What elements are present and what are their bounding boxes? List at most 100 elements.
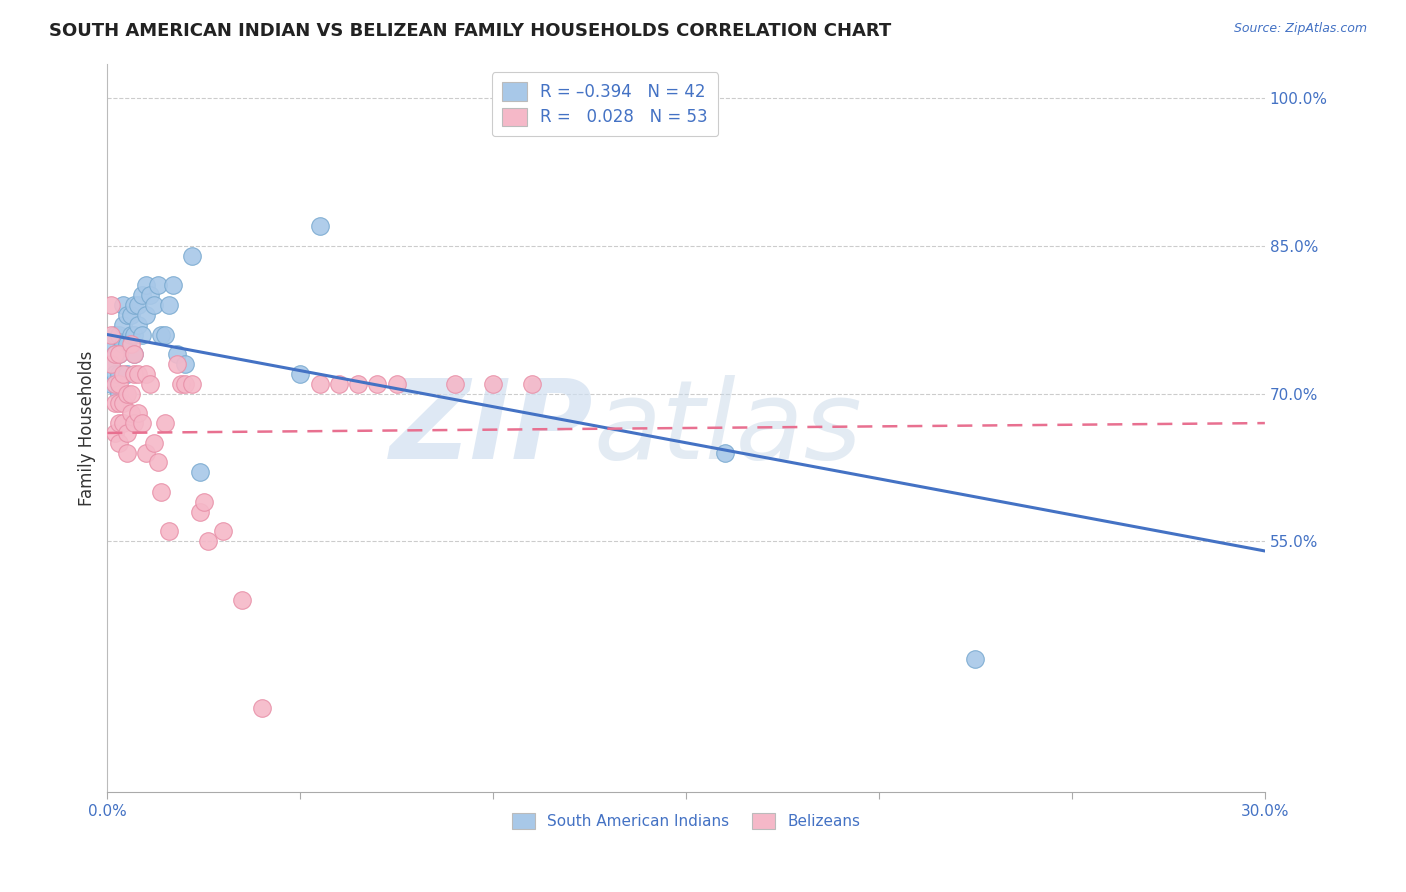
Point bbox=[131, 327, 153, 342]
Point bbox=[100, 357, 122, 371]
Point bbox=[146, 278, 169, 293]
Point bbox=[124, 327, 146, 342]
Point bbox=[104, 376, 127, 391]
Point bbox=[139, 288, 162, 302]
Point bbox=[115, 386, 138, 401]
Point bbox=[150, 327, 173, 342]
Point bbox=[150, 485, 173, 500]
Point bbox=[108, 435, 131, 450]
Point bbox=[100, 327, 122, 342]
Text: SOUTH AMERICAN INDIAN VS BELIZEAN FAMILY HOUSEHOLDS CORRELATION CHART: SOUTH AMERICAN INDIAN VS BELIZEAN FAMILY… bbox=[49, 22, 891, 40]
Point bbox=[108, 367, 131, 381]
Point bbox=[111, 298, 134, 312]
Point bbox=[166, 357, 188, 371]
Point bbox=[111, 396, 134, 410]
Point bbox=[142, 435, 165, 450]
Point bbox=[100, 337, 122, 351]
Point bbox=[135, 278, 157, 293]
Point bbox=[108, 347, 131, 361]
Point bbox=[108, 386, 131, 401]
Point bbox=[120, 308, 142, 322]
Point bbox=[104, 367, 127, 381]
Point bbox=[157, 524, 180, 539]
Point bbox=[108, 396, 131, 410]
Point bbox=[104, 347, 127, 361]
Point bbox=[120, 337, 142, 351]
Point bbox=[181, 376, 204, 391]
Point bbox=[173, 376, 195, 391]
Legend: South American Indians, Belizeans: South American Indians, Belizeans bbox=[506, 806, 866, 835]
Point bbox=[115, 308, 138, 322]
Point bbox=[188, 505, 211, 519]
Point bbox=[108, 327, 131, 342]
Point bbox=[139, 376, 162, 391]
Point bbox=[124, 298, 146, 312]
Point bbox=[347, 376, 370, 391]
Point bbox=[104, 396, 127, 410]
Point bbox=[108, 416, 131, 430]
Point bbox=[482, 376, 505, 391]
Point bbox=[385, 376, 408, 391]
Point bbox=[170, 376, 193, 391]
Point bbox=[181, 249, 204, 263]
Point bbox=[328, 376, 350, 391]
Point bbox=[197, 534, 219, 549]
Y-axis label: Family Households: Family Households bbox=[79, 351, 96, 506]
Point bbox=[108, 347, 131, 361]
Point bbox=[115, 337, 138, 351]
Point bbox=[157, 298, 180, 312]
Point bbox=[155, 327, 177, 342]
Point bbox=[231, 593, 253, 607]
Point bbox=[188, 465, 211, 479]
Point bbox=[115, 425, 138, 440]
Point bbox=[104, 327, 127, 342]
Point bbox=[135, 308, 157, 322]
Point bbox=[100, 357, 122, 371]
Point bbox=[127, 298, 149, 312]
Point bbox=[120, 327, 142, 342]
Point bbox=[108, 376, 131, 391]
Point bbox=[166, 347, 188, 361]
Point bbox=[713, 445, 735, 459]
Point bbox=[142, 298, 165, 312]
Point bbox=[124, 367, 146, 381]
Point bbox=[111, 337, 134, 351]
Point bbox=[127, 318, 149, 332]
Point bbox=[127, 367, 149, 381]
Text: Source: ZipAtlas.com: Source: ZipAtlas.com bbox=[1233, 22, 1367, 36]
Point bbox=[124, 347, 146, 361]
Point bbox=[115, 445, 138, 459]
Point bbox=[100, 298, 122, 312]
Point bbox=[173, 357, 195, 371]
Point bbox=[104, 347, 127, 361]
Point bbox=[120, 386, 142, 401]
Text: atlas: atlas bbox=[593, 375, 862, 482]
Point bbox=[127, 406, 149, 420]
Point bbox=[290, 367, 312, 381]
Text: ZIP: ZIP bbox=[389, 375, 593, 482]
Point bbox=[131, 416, 153, 430]
Point bbox=[366, 376, 388, 391]
Point bbox=[100, 376, 122, 391]
Point bbox=[135, 367, 157, 381]
Point bbox=[308, 219, 330, 234]
Point bbox=[155, 416, 177, 430]
Point bbox=[111, 367, 134, 381]
Point bbox=[111, 416, 134, 430]
Point bbox=[965, 652, 987, 666]
Point bbox=[212, 524, 235, 539]
Point bbox=[124, 416, 146, 430]
Point bbox=[193, 495, 215, 509]
Point bbox=[146, 455, 169, 469]
Point bbox=[131, 288, 153, 302]
Point bbox=[135, 445, 157, 459]
Point bbox=[308, 376, 330, 391]
Point bbox=[250, 701, 273, 715]
Point bbox=[104, 425, 127, 440]
Point bbox=[162, 278, 184, 293]
Point bbox=[520, 376, 543, 391]
Point bbox=[443, 376, 465, 391]
Point bbox=[120, 406, 142, 420]
Point bbox=[124, 347, 146, 361]
Point bbox=[115, 367, 138, 381]
